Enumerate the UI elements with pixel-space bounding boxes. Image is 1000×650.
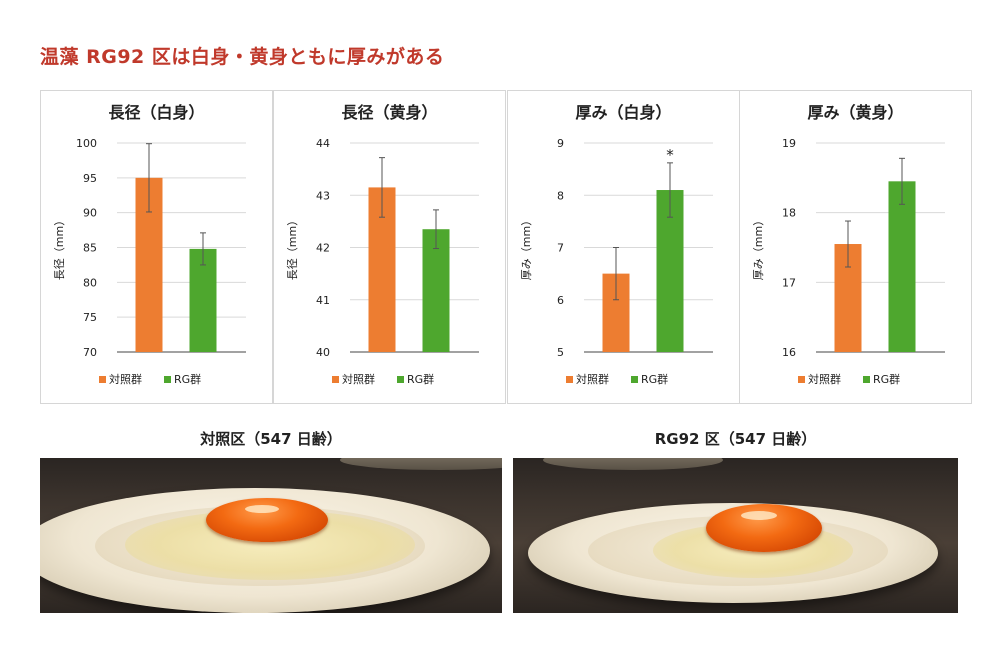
fried-egg-control-photo <box>40 458 502 613</box>
y-tick-label: 17 <box>782 276 796 289</box>
chart-svg: 70 75 80 85 90 95 100 長径（mm） 対照群 RG群 <box>53 137 246 386</box>
y-tick-label: 44 <box>316 137 330 150</box>
y-axis-label: 長径（mm） <box>53 215 66 280</box>
chart-panel-yolk-thickness: 厚み（黄身） 16 17 18 19 厚み（mm） 対照群 RG群 <box>739 90 972 404</box>
fried-egg-rg92-photo <box>513 458 958 613</box>
legend-label-rg: RG群 <box>174 372 201 386</box>
y-tick-label: 8 <box>557 189 564 202</box>
yolk-highlight <box>245 505 279 513</box>
legend-label-rg: RG群 <box>641 372 668 386</box>
y-tick-label: 16 <box>782 346 796 359</box>
bar-rg <box>888 181 916 352</box>
chart-panel-white-length: 長径（白身） 70 75 80 85 90 95 100 長径（mm） 対照群 RG群 <box>40 90 273 404</box>
y-tick-label: 5 <box>557 346 564 359</box>
legend-swatch-rg <box>164 376 171 383</box>
bar-rg <box>422 229 450 352</box>
legend-label-control: 対照群 <box>342 372 375 386</box>
y-tick-label: 90 <box>83 207 97 220</box>
significance-marker: * <box>666 146 674 164</box>
photo-caption-rg92: RG92 区（547 日齢） <box>654 430 817 448</box>
chart-panel-white-thickness: 厚み（白身） 5 6 7 8 9 厚み（mm） * 対照群 RG群 <box>507 90 740 404</box>
legend-label-rg: RG群 <box>407 372 434 386</box>
legend-swatch-rg <box>863 376 870 383</box>
background-plate <box>340 458 502 470</box>
chart-panel-yolk-length: 長径（黄身） 40 41 42 43 44 長径（mm） 対照群 RG群 <box>273 90 506 404</box>
y-axis-label: 厚み（mm） <box>752 215 765 280</box>
legend-swatch-control <box>566 376 573 383</box>
y-tick-label: 40 <box>316 346 330 359</box>
legend-swatch-control <box>798 376 805 383</box>
chart-svg: 16 17 18 19 厚み（mm） 対照群 RG群 <box>752 137 945 386</box>
y-tick-label: 100 <box>76 137 97 150</box>
yolk-highlight <box>741 511 777 520</box>
chart-title: 厚み（黄身） <box>807 103 904 122</box>
legend-label-control: 対照群 <box>109 372 142 386</box>
chart-svg: 40 41 42 43 44 長径（mm） 対照群 RG群 <box>286 137 479 386</box>
y-tick-label: 9 <box>557 137 564 150</box>
legend-label-control: 対照群 <box>808 372 841 386</box>
y-tick-label: 80 <box>83 276 97 289</box>
y-tick-label: 41 <box>316 294 330 307</box>
chart-title: 長径（黄身） <box>341 103 438 122</box>
y-tick-label: 85 <box>83 242 97 255</box>
y-tick-label: 42 <box>316 242 330 255</box>
legend-swatch-rg <box>397 376 404 383</box>
y-axis-label: 長径（mm） <box>286 215 299 280</box>
page-headline: 温藻 RG92 区は白身・黄身ともに厚みがある <box>40 46 445 68</box>
chart-title: 厚み（白身） <box>575 103 672 122</box>
y-tick-label: 6 <box>557 294 564 307</box>
y-tick-label: 7 <box>557 242 564 255</box>
chart-title: 長径（白身） <box>108 103 205 122</box>
legend-label-control: 対照群 <box>576 372 609 386</box>
y-tick-label: 18 <box>782 207 796 220</box>
photo-caption-control: 対照区（547 日齢） <box>200 430 342 448</box>
y-tick-label: 43 <box>316 189 330 202</box>
y-axis-label: 厚み（mm） <box>520 215 533 280</box>
bar-rg <box>189 248 217 352</box>
y-tick-label: 70 <box>83 346 97 359</box>
background-plate <box>543 458 723 470</box>
y-tick-label: 19 <box>782 137 796 150</box>
legend-swatch-control <box>99 376 106 383</box>
chart-svg: 5 6 7 8 9 厚み（mm） * 対照群 RG群 <box>520 137 713 386</box>
legend-swatch-rg <box>631 376 638 383</box>
y-tick-label: 75 <box>83 311 97 324</box>
legend-swatch-control <box>332 376 339 383</box>
y-tick-label: 95 <box>83 172 97 185</box>
legend-label-rg: RG群 <box>873 372 900 386</box>
